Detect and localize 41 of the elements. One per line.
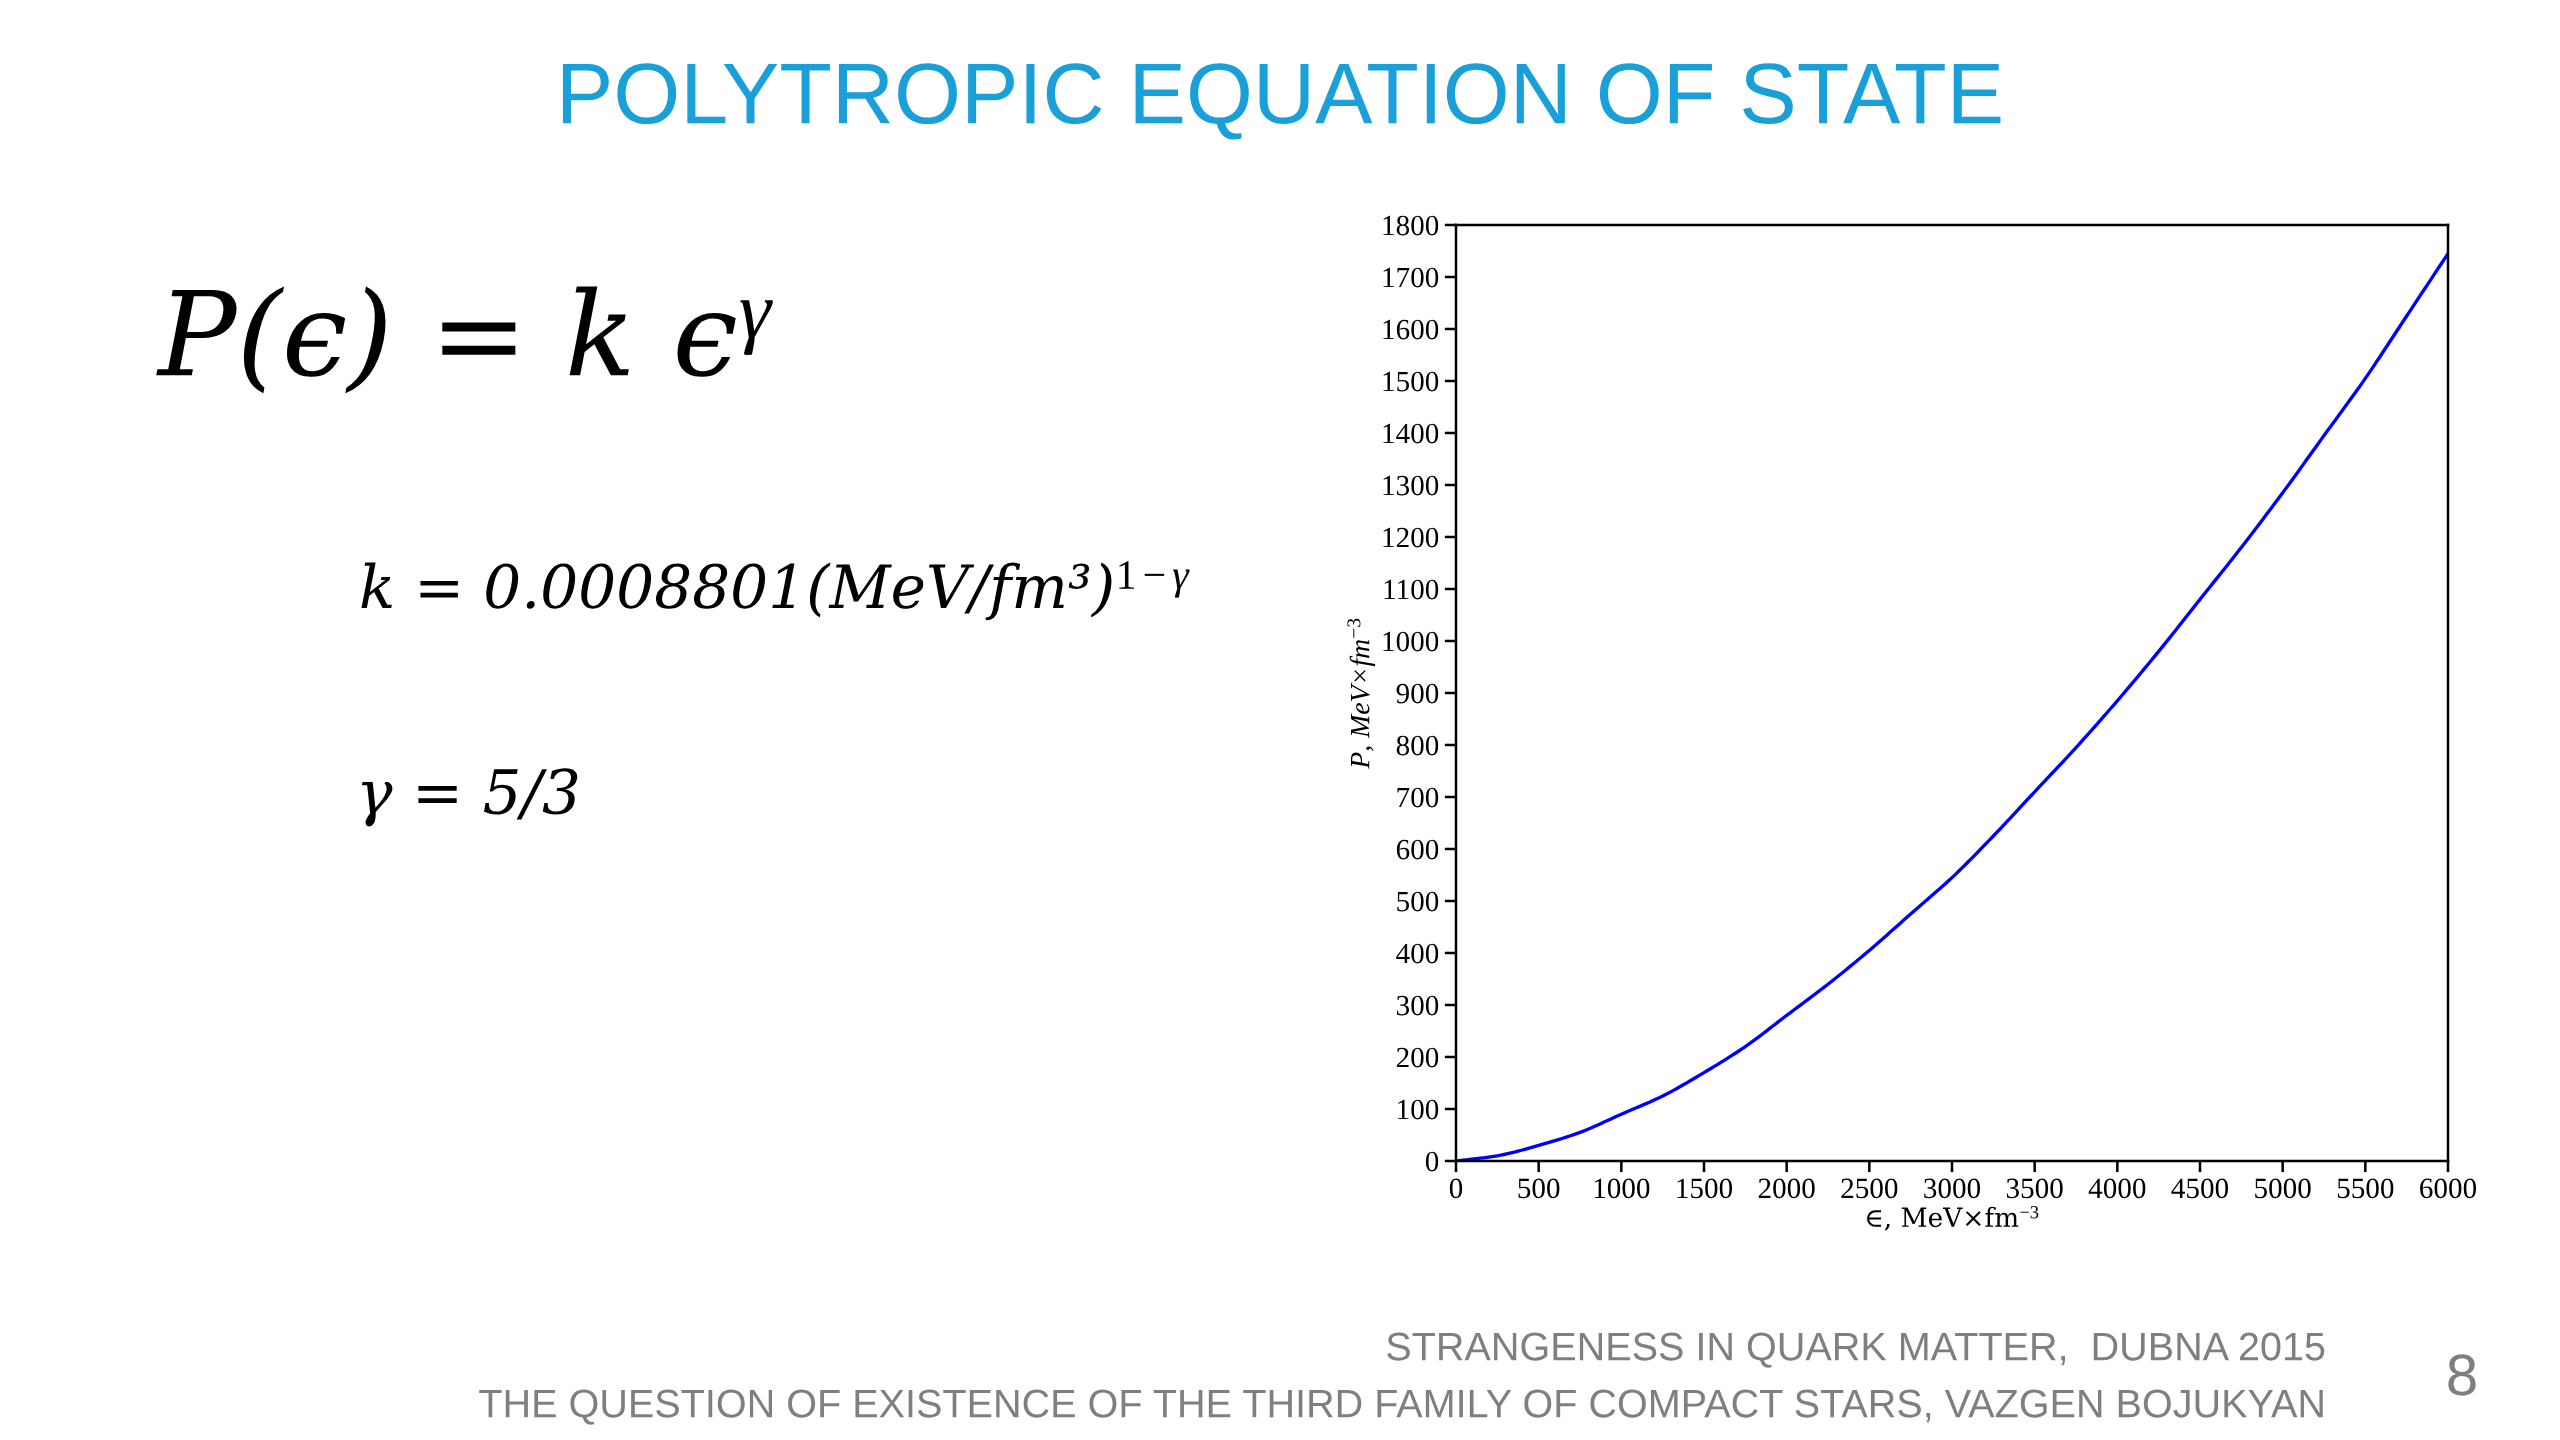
- x-axis-title: ∈, MeV×fm$^{−3}$: [1867, 1206, 2039, 1231]
- text: γ = 5/3: [361, 768, 578, 827]
- x-tick-label: 3500: [2006, 1178, 2063, 1199]
- x-tick-label: 3000: [1924, 1178, 1981, 1199]
- x-tick-label: 4500: [2171, 1178, 2229, 1199]
- text: STRANGENESS IN QUARK MATTER, DUBNA 2015: [1387, 1332, 2325, 1368]
- y-tick-label: 100: [1398, 1099, 1439, 1120]
- x-tick-label: 6000: [2420, 1178, 2477, 1199]
- y-tick-label: 400: [1396, 943, 1439, 964]
- y-tick-label: 1100: [1384, 579, 1439, 600]
- y-tick-label: 500: [1397, 891, 1439, 912]
- x-tick-label: 5000: [2255, 1178, 2311, 1199]
- x-tick-label: 5500: [2337, 1178, 2394, 1199]
- x-tick-label: 0: [1449, 1178, 1463, 1199]
- text: k = 0.0008801(MeV/fm³)$^{1−γ}$: [361, 561, 1190, 621]
- text: 8: [2448, 1354, 2476, 1396]
- x-tick-label: 2000: [1758, 1178, 1815, 1199]
- x-tick-label: 500: [1518, 1178, 1560, 1199]
- chart-title: POLYTROPIC EQUATION OF STATE: [562, 63, 2001, 140]
- text: THE QUESTION OF EXISTENCE OF THE THIRD FAMILY OF COMPACT STARS, VAZGEN BOJUKYAN: [479, 1389, 2323, 1425]
- y-tick-label: 1700: [1383, 267, 1439, 288]
- y-tick-label: 700: [1397, 787, 1439, 808]
- y-tick-label: 1000: [1383, 631, 1439, 652]
- y-tick-label: 300: [1396, 995, 1439, 1016]
- y-tick-label: 800: [1396, 735, 1439, 756]
- y-tick-label: 200: [1396, 1047, 1439, 1068]
- y-tick-label: 1600: [1383, 319, 1439, 340]
- x-tick-label: 1000: [1594, 1178, 1650, 1199]
- y-tick-label: 900: [1396, 683, 1439, 704]
- y-tick-label: 1400: [1383, 423, 1439, 444]
- y-tick-label: 1200: [1383, 527, 1439, 548]
- y-tick-label: 1800: [1383, 215, 1439, 236]
- y-tick-label: 600: [1396, 839, 1439, 860]
- x-tick-label: 1500: [1677, 1178, 1733, 1199]
- y-axis-title: P, MeV×fm$^{−3}$: [1347, 618, 1376, 769]
- y-tick-label: 1300: [1383, 475, 1439, 496]
- text: P(ϵ) = k ϵ$^{γ}$: [156, 286, 773, 394]
- x-tick-label: 4000: [2088, 1178, 2146, 1199]
- y-tick-label: 1500: [1383, 371, 1439, 392]
- x-tick-label: 2500: [1841, 1178, 1898, 1199]
- y-tick-label: 0: [1425, 1151, 1439, 1172]
